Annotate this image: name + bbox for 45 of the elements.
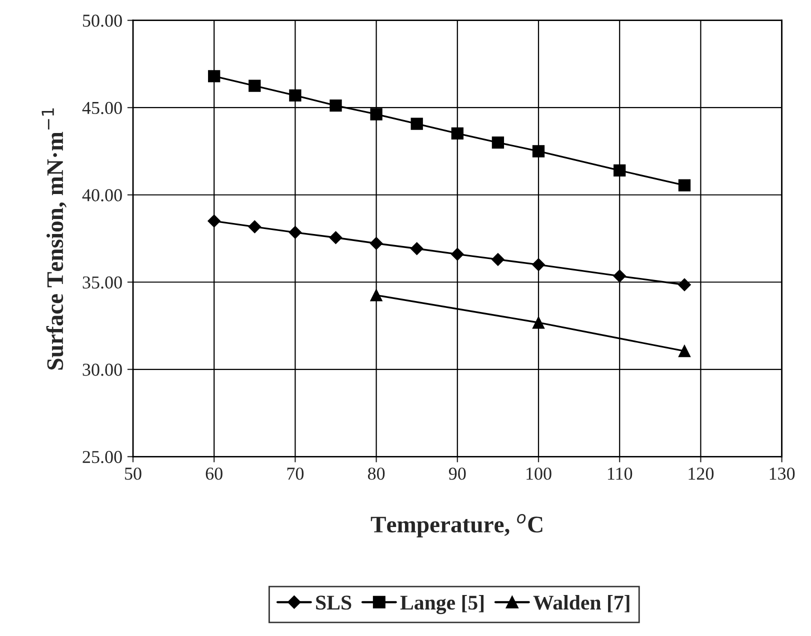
legend-label: SLS <box>316 596 352 610</box>
point <box>532 145 545 158</box>
x-tick-label: 60 <box>206 468 222 480</box>
x-tick-label: 120 <box>688 468 714 480</box>
point <box>288 226 302 239</box>
x-axis-title: Temperature, $^{o}$C <box>370 514 542 538</box>
x-tick-label: 80 <box>368 468 385 480</box>
point <box>248 220 262 234</box>
point <box>450 248 464 261</box>
point <box>678 344 691 358</box>
legend-label: Lange [5] <box>400 595 484 614</box>
legend-label: Walden [7] <box>533 595 630 612</box>
point <box>370 236 383 250</box>
x-tick-label: 100 <box>526 468 552 480</box>
x-tick-label: 90 <box>448 468 466 480</box>
y-tick-label: 30.00 <box>82 364 122 376</box>
x-tick-label: 130 <box>770 468 795 480</box>
y-tick-label: 45.00 <box>82 102 122 114</box>
y-tick-label: 40.00 <box>82 189 122 202</box>
point <box>208 214 221 228</box>
point <box>492 136 504 149</box>
point <box>678 278 691 292</box>
x-tick-label: 50 <box>125 468 142 480</box>
y-tick-label: 50.00 <box>83 14 122 27</box>
point <box>289 89 302 102</box>
point <box>492 253 504 266</box>
x-tick-label: 70 <box>287 468 304 480</box>
point <box>532 316 545 329</box>
point <box>614 164 626 177</box>
point <box>330 99 342 112</box>
point <box>329 231 342 244</box>
point <box>678 179 691 192</box>
point <box>410 242 424 256</box>
y-axis-title: Surface Tension, mN·m$^{−1}$ <box>42 108 67 370</box>
y-tick-label: 35.00 <box>82 276 122 289</box>
y-tick-label: 25.00 <box>82 450 122 464</box>
point <box>208 70 220 82</box>
point <box>532 258 545 272</box>
point <box>451 127 464 140</box>
point <box>613 270 626 282</box>
point <box>370 108 382 120</box>
point <box>370 289 382 302</box>
point <box>248 80 261 92</box>
x-tick-label: 110 <box>608 468 632 480</box>
point <box>410 118 423 130</box>
